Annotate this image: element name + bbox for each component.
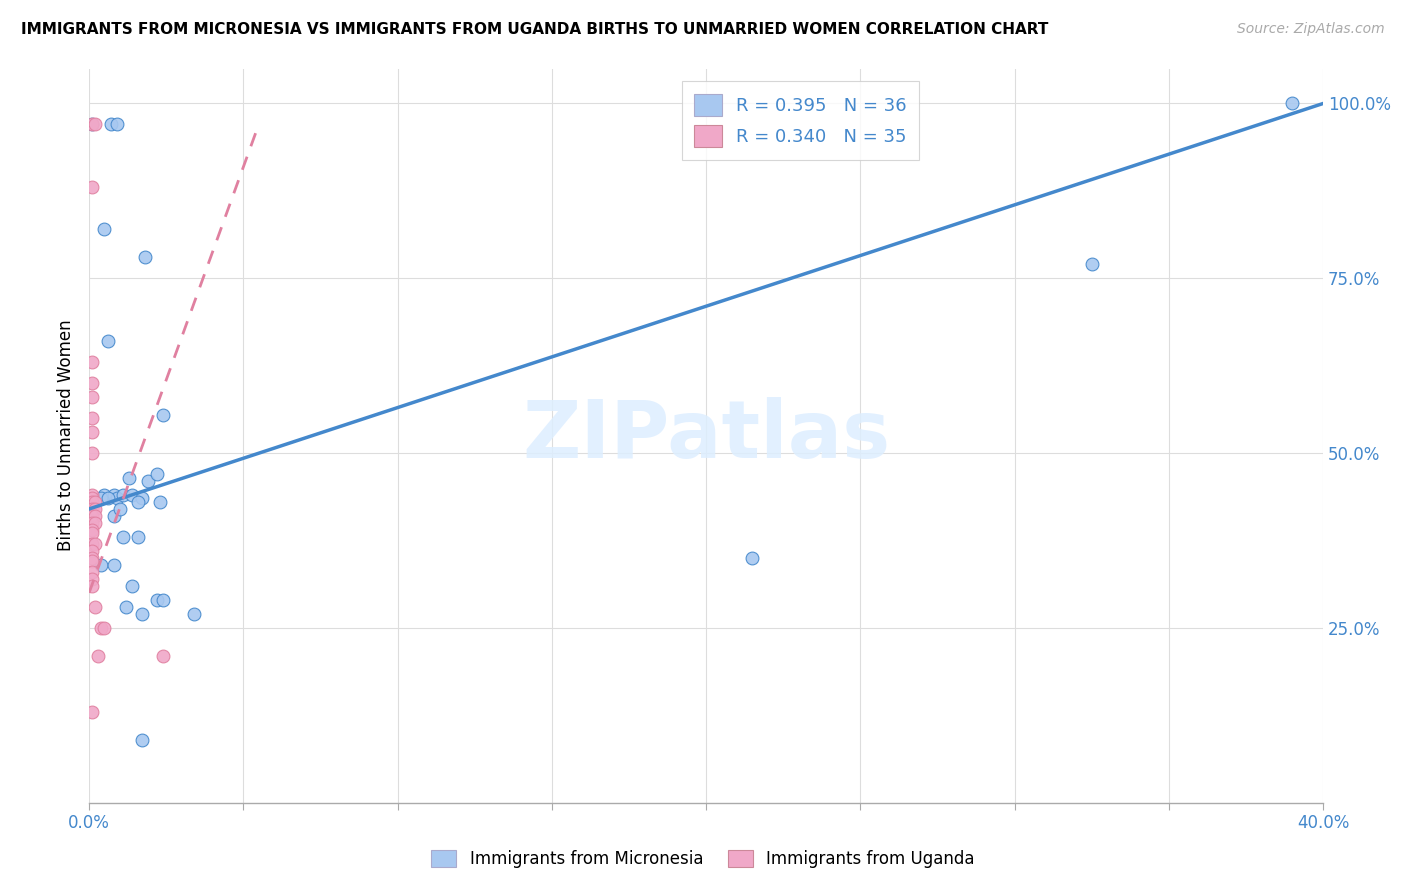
Point xyxy=(82,544,104,558)
Point xyxy=(108,502,131,516)
Point xyxy=(82,488,104,502)
Point xyxy=(121,579,143,593)
Point xyxy=(131,607,153,621)
Point xyxy=(152,648,174,663)
Point xyxy=(84,118,107,132)
Point xyxy=(82,523,104,537)
Point xyxy=(93,488,115,502)
Point xyxy=(134,250,156,264)
Point xyxy=(97,334,120,348)
Point xyxy=(87,648,110,663)
Point xyxy=(82,705,104,719)
Text: IMMIGRANTS FROM MICRONESIA VS IMMIGRANTS FROM UGANDA BIRTHS TO UNMARRIED WOMEN C: IMMIGRANTS FROM MICRONESIA VS IMMIGRANTS… xyxy=(21,22,1049,37)
Point xyxy=(82,118,104,132)
Point xyxy=(82,495,104,509)
Point xyxy=(103,558,125,572)
Point xyxy=(82,355,104,369)
Point xyxy=(149,495,172,509)
Point xyxy=(82,491,104,506)
Point xyxy=(93,621,115,635)
Point xyxy=(82,390,104,404)
Text: Source: ZipAtlas.com: Source: ZipAtlas.com xyxy=(1237,22,1385,37)
Point xyxy=(82,180,104,194)
Point xyxy=(84,599,107,614)
Point xyxy=(82,118,104,132)
Point xyxy=(103,488,125,502)
Legend: R = 0.395   N = 36, R = 0.340   N = 35: R = 0.395 N = 36, R = 0.340 N = 35 xyxy=(682,81,920,160)
Point xyxy=(84,508,107,523)
Y-axis label: Births to Unmarried Women: Births to Unmarried Women xyxy=(58,319,75,551)
Point xyxy=(127,495,149,509)
Point xyxy=(84,495,107,509)
Point xyxy=(127,530,149,544)
Legend: Immigrants from Micronesia, Immigrants from Uganda: Immigrants from Micronesia, Immigrants f… xyxy=(425,843,981,875)
Point xyxy=(82,537,104,551)
Point xyxy=(90,621,112,635)
Point xyxy=(82,550,104,565)
Point xyxy=(84,516,107,530)
Point xyxy=(90,558,112,572)
Point xyxy=(82,508,104,523)
Point xyxy=(183,607,205,621)
Point xyxy=(82,579,104,593)
Point xyxy=(82,554,104,568)
Point xyxy=(84,537,107,551)
Point xyxy=(84,502,107,516)
Point xyxy=(131,732,153,747)
Point xyxy=(121,488,143,502)
Point xyxy=(82,502,104,516)
Point xyxy=(82,425,104,439)
Point xyxy=(146,592,169,607)
Point xyxy=(100,118,122,132)
Point xyxy=(82,446,104,460)
Point xyxy=(82,565,104,579)
Point xyxy=(105,118,128,132)
Point xyxy=(152,592,174,607)
Point xyxy=(103,508,125,523)
Point xyxy=(97,491,120,506)
Point xyxy=(741,550,763,565)
Point xyxy=(82,376,104,391)
Point xyxy=(115,599,138,614)
Point xyxy=(82,572,104,586)
Point xyxy=(146,467,169,481)
Point xyxy=(1080,257,1102,271)
Point xyxy=(90,491,112,506)
Point xyxy=(118,470,141,484)
Point xyxy=(111,530,134,544)
Point xyxy=(131,491,153,506)
Point xyxy=(136,474,159,488)
Point xyxy=(152,408,174,422)
Point xyxy=(111,488,134,502)
Text: ZIPatlas: ZIPatlas xyxy=(522,397,890,475)
Point xyxy=(1281,96,1303,111)
Point xyxy=(82,411,104,425)
Point xyxy=(82,526,104,541)
Point xyxy=(93,222,115,236)
Point xyxy=(82,516,104,530)
Point xyxy=(105,491,128,506)
